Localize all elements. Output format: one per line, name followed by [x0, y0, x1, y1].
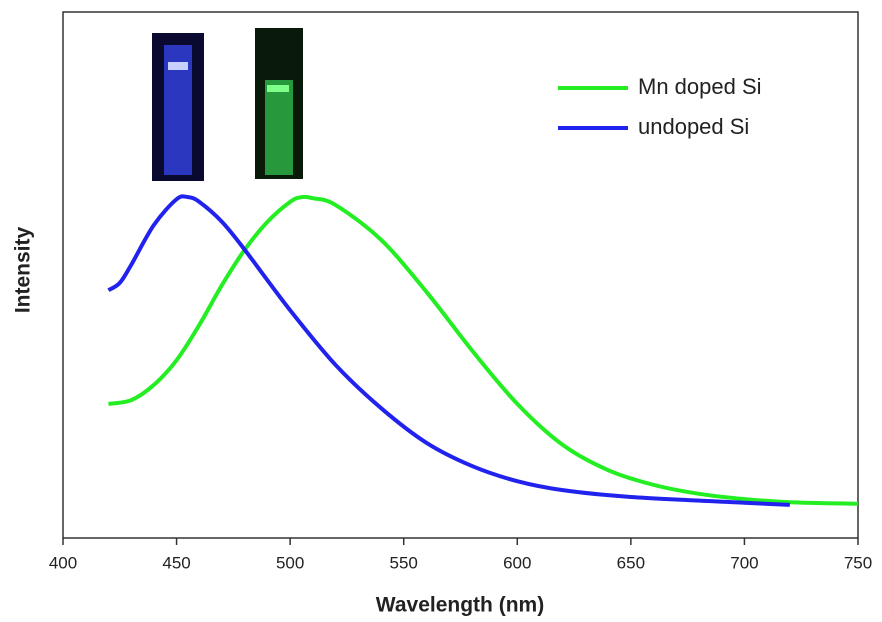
x-tick-label: 500	[276, 553, 304, 572]
x-axis-label: Wavelength (nm)	[376, 594, 544, 617]
x-tick-label: 700	[730, 553, 758, 572]
cuvette-doped-meniscus	[267, 85, 289, 92]
x-tick-label: 400	[49, 553, 77, 572]
x-tick-label: 450	[162, 553, 190, 572]
inset-photos	[152, 28, 303, 181]
x-tick-label: 750	[844, 553, 872, 572]
legend-label: Mn doped Si	[638, 74, 762, 99]
cuvette-undoped-meniscus	[168, 62, 188, 70]
cuvette-doped-glow	[265, 80, 293, 175]
legend-label: undoped Si	[638, 114, 749, 139]
x-tick-label: 650	[617, 553, 645, 572]
series-line	[108, 194, 859, 506]
x-tick-label: 600	[503, 553, 531, 572]
x-tick-label: 550	[390, 553, 418, 572]
plot-frame	[62, 11, 859, 539]
series-line	[107, 194, 790, 507]
y-axis-label: Intensity	[12, 227, 35, 314]
